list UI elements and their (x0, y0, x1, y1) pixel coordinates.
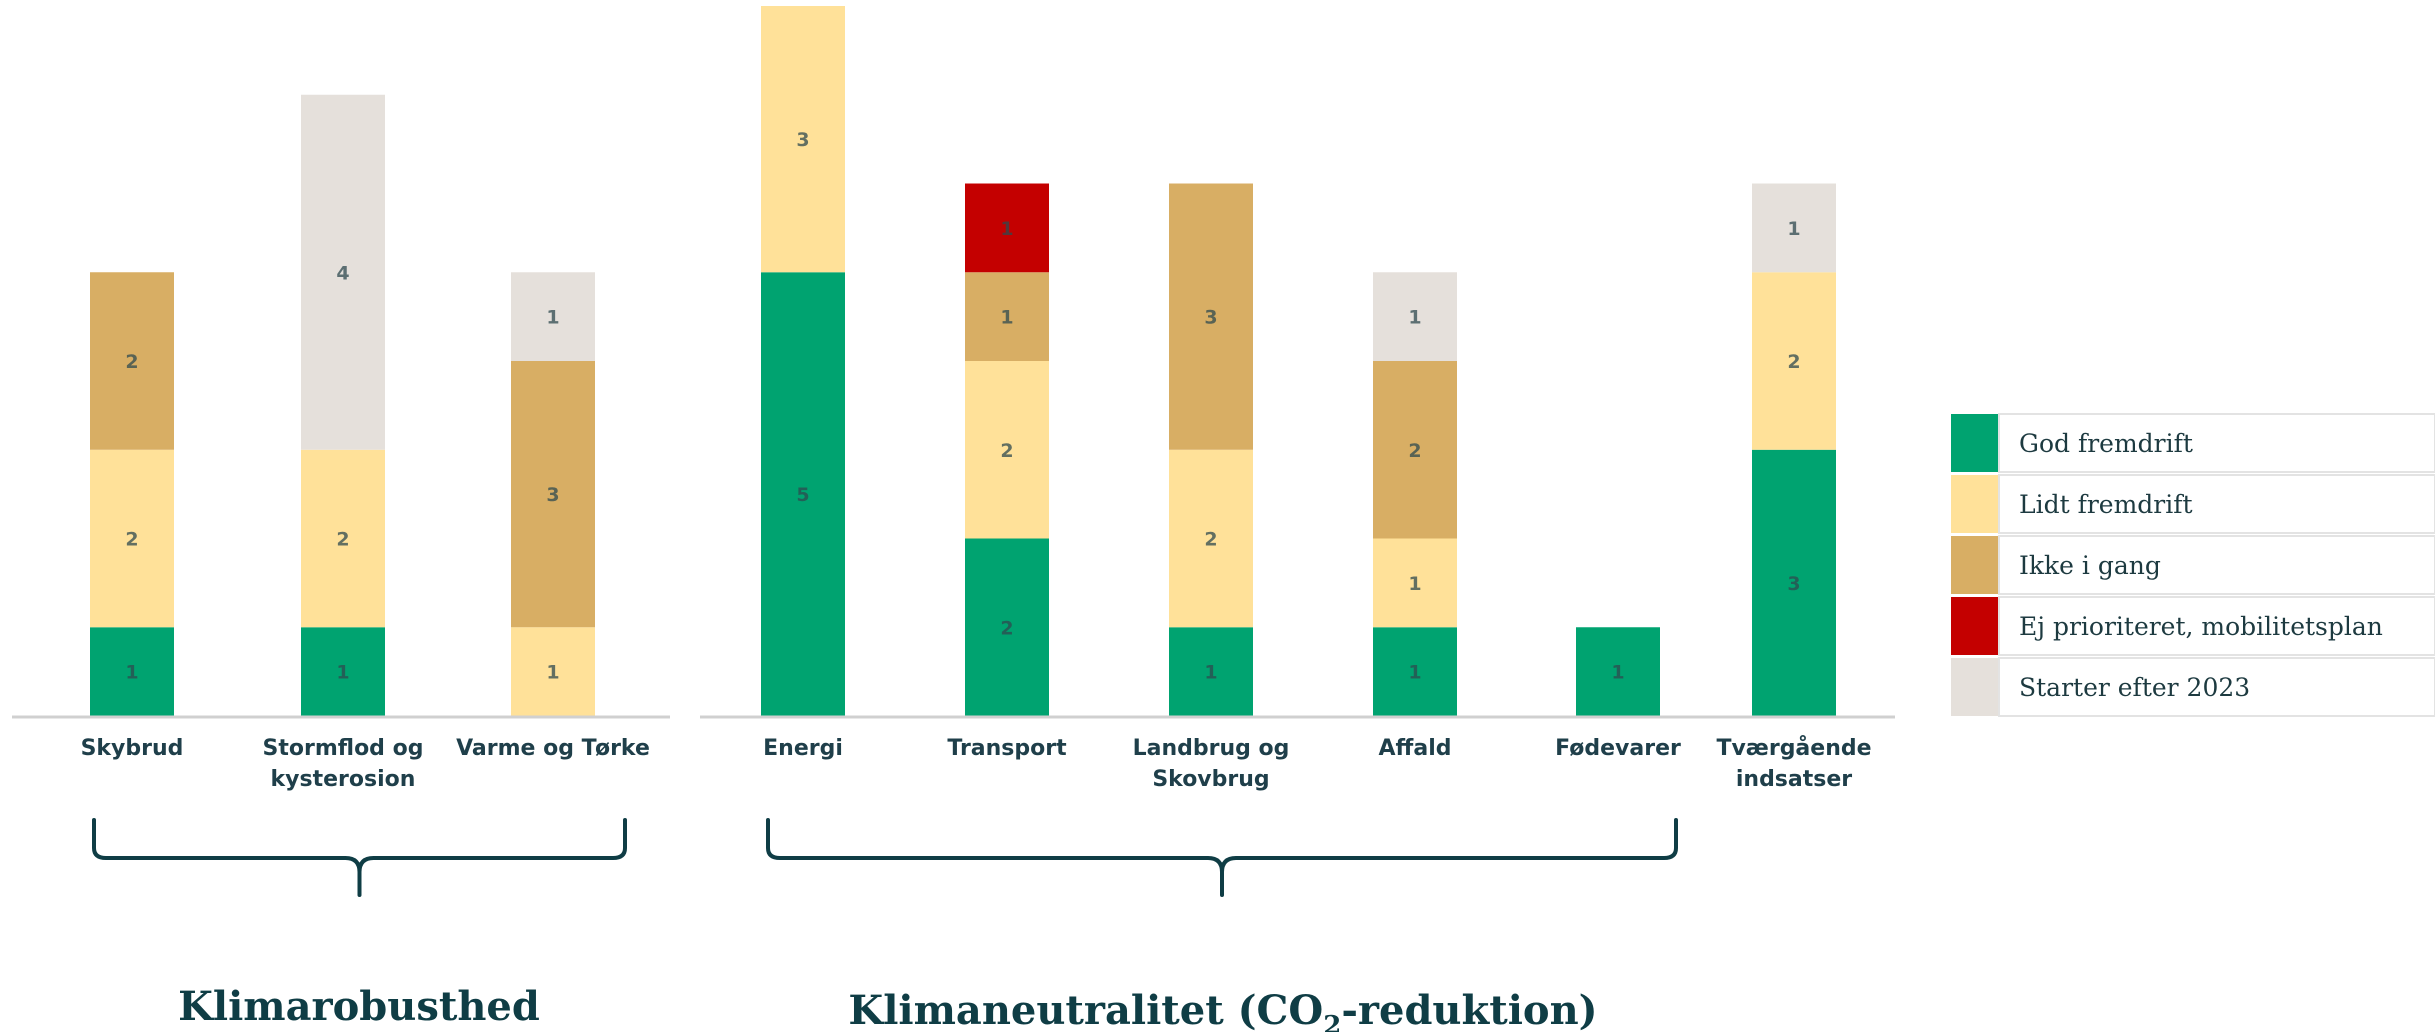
bar-segment-stormflod-og-kysterosion-lidt-fremdrift (301, 449, 385, 628)
bar-segment-transport-ej-prioriteret-mobilitetsplan (965, 183, 1049, 273)
legend-row (1998, 474, 2435, 534)
segment-value-label: 1 (1408, 573, 1421, 595)
segment-value-label: 4 (336, 262, 349, 284)
group-braces (92, 818, 1678, 897)
segment-value-label: 5 (796, 484, 809, 506)
category-label: Fødevarer (1555, 736, 1681, 761)
bars-layer: 1 2 2 1 2 4 1 3 1 5 3 2 2 1 1 1 2 3 1 1 2 1 1 3 2 1 (90, 6, 1836, 716)
bar-segment-affald-lidt-fremdrift (1373, 538, 1457, 628)
legend-row (1998, 657, 2435, 717)
bar-segment-varme-og-tørke-lidt-fremdrift (511, 627, 595, 716)
bar-segment-varme-og-tørke-starter-efter-2023 (511, 272, 595, 361)
legend-label-ej-prioriteret-mobilitetsplan: Ej prioriteret, mobilitetsplan (2019, 612, 2383, 641)
category-label: kysterosion (271, 767, 416, 792)
category-labels: Skybrud Stormflod og kysterosion Varme og T… (81, 735, 1872, 792)
legend-swatch-ikke-i-gang (1951, 536, 1999, 594)
bar-segment-skybrud-ikke-i-gang (90, 272, 174, 450)
segment-value-label: 1 (546, 307, 559, 329)
legend-label-ikke-i-gang: Ikke i gang (2019, 551, 2161, 580)
category-label: Transport (947, 736, 1067, 761)
legend-label-god-fremdrift: God fremdrift (2019, 429, 2193, 458)
category-label: Varme og Tørke (456, 736, 650, 761)
segment-value-label: 1 (1000, 307, 1013, 329)
bar-segment-landbrug-og-skovbrug-god-fremdrift (1169, 627, 1253, 716)
bar-segment-affald-ikke-i-gang (1373, 361, 1457, 539)
segment-value-label: 2 (1204, 529, 1217, 551)
category-label: Tværgående (1716, 735, 1871, 761)
title-part: -reduktion) (1341, 987, 1597, 1032)
segment-value-label: 2 (1000, 440, 1013, 462)
bar-segment-transport-ikke-i-gang (965, 272, 1049, 361)
category-label: Affald (1379, 736, 1452, 761)
legend-swatch-lidt-fremdrift (1951, 475, 1999, 533)
legend-swatch-ej-prioriteret-mobilitetsplan (1951, 597, 1999, 655)
category-label: Skybrud (81, 736, 184, 761)
segment-value-label: 2 (1408, 440, 1421, 462)
segment-value-label: 3 (1787, 573, 1800, 595)
group-titles: Klimarobusthed Klimaneutralitet (CO2-redu… (178, 983, 1597, 1032)
legend-swatch-god-fremdrift (1951, 414, 1999, 472)
bar-segment-stormflod-og-kysterosion-god-fremdrift (301, 627, 385, 716)
bar-segment-landbrug-og-skovbrug-lidt-fremdrift (1169, 449, 1253, 628)
segment-value-label: 2 (336, 529, 349, 551)
bar-segment-skybrud-god-fremdrift (90, 627, 174, 716)
category-label: Skovbrug (1152, 767, 1269, 792)
bar-segment-energi-lidt-fremdrift (761, 6, 845, 273)
segment-value-label: 2 (1787, 351, 1800, 373)
bar-segment-energi-god-fremdrift (761, 272, 845, 716)
segment-value-label: 2 (1000, 617, 1013, 639)
segment-value-label: 2 (125, 529, 138, 551)
brace-klimaneutralitet (766, 818, 1678, 897)
bar-segment-tværgående-indsatser-starter-efter-2023 (1752, 183, 1836, 273)
segment-value-label: 1 (1000, 218, 1013, 240)
segment-value-label: 3 (796, 129, 809, 151)
category-label: indsatser (1736, 767, 1852, 792)
bar-segment-landbrug-og-skovbrug-ikke-i-gang (1169, 183, 1253, 450)
bar-segment-affald-god-fremdrift (1373, 627, 1457, 716)
segment-value-label: 3 (1204, 307, 1217, 329)
bar-segment-affald-starter-efter-2023 (1373, 272, 1457, 361)
legend-row (1998, 413, 2435, 473)
legend-label-starter-efter-2023: Starter efter 2023 (2019, 673, 2250, 702)
bar-segment-fødevarer-god-fremdrift (1576, 627, 1660, 716)
bar-segment-stormflod-og-kysterosion-starter-efter-2023 (301, 94, 385, 450)
group-title-klimarobusthed: Klimarobusthed (178, 983, 540, 1030)
segment-value-label: 1 (1204, 662, 1217, 684)
category-label: Energi (763, 736, 843, 761)
category-label: Stormflod og (263, 736, 424, 761)
title-part: Klimaneutralitet (CO (848, 987, 1323, 1032)
segment-value-label: 1 (546, 662, 559, 684)
bar-segment-skybrud-lidt-fremdrift (90, 449, 174, 628)
segment-value-label: 1 (336, 662, 349, 684)
segment-value-label: 1 (1611, 662, 1624, 684)
legend: God fremdrift Lidt fremdrift Ikke i gang Ej… (1951, 413, 2435, 717)
bar-segment-tværgående-indsatser-god-fremdrift (1752, 449, 1836, 716)
group-title-klimaneutralitet: Klimaneutralitet (CO2-reduktion) (848, 987, 1597, 1032)
title-subscript: 2 (1323, 1011, 1341, 1032)
legend-swatch-starter-efter-2023 (1951, 658, 1999, 716)
legend-label-lidt-fremdrift: Lidt fremdrift (2019, 490, 2193, 519)
bar-segment-tværgående-indsatser-lidt-fremdrift (1752, 272, 1836, 450)
brace-klimarobusthed (92, 818, 627, 897)
segment-value-label: 1 (1408, 307, 1421, 329)
legend-row (1998, 535, 2435, 595)
bar-segment-transport-lidt-fremdrift (965, 361, 1049, 539)
bar-segment-transport-god-fremdrift (965, 538, 1049, 716)
segment-value-label: 1 (1787, 218, 1800, 240)
category-label: Landbrug og (1133, 736, 1290, 761)
segment-value-label: 1 (1408, 662, 1421, 684)
segment-value-label: 1 (125, 662, 138, 684)
segment-value-label: 2 (125, 351, 138, 373)
legend-row (1998, 596, 2435, 656)
segment-value-label: 3 (546, 484, 559, 506)
bar-segment-varme-og-tørke-ikke-i-gang (511, 361, 595, 628)
